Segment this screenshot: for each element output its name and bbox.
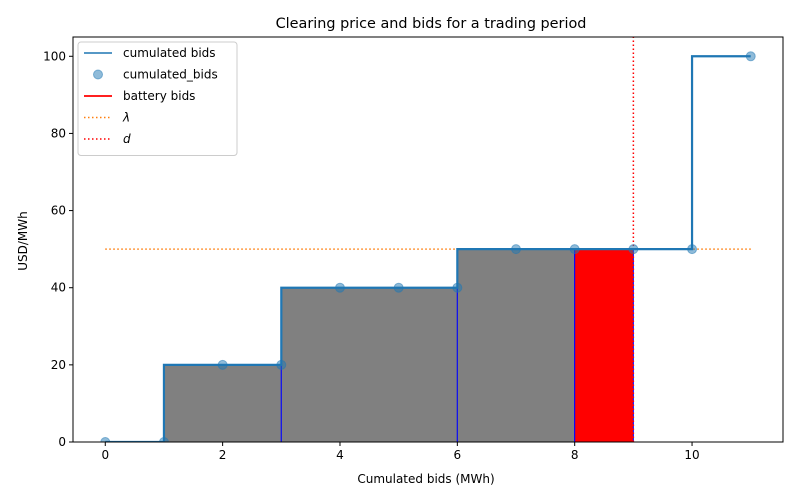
bid-marker-5 <box>393 282 404 293</box>
y-tick-label-3: 60 <box>51 204 66 218</box>
plot-frame <box>72 36 784 443</box>
x-tick-label-4: 8 <box>571 448 579 462</box>
plot-area <box>100 37 756 442</box>
bid-marker-8 <box>569 244 580 255</box>
y-tick-label-4: 80 <box>51 126 66 140</box>
y-tick-label-5: 100 <box>43 49 66 63</box>
legend-entry-2-label: battery bids <box>123 89 195 103</box>
bid-marker-1 <box>158 437 169 442</box>
bid-marker-7 <box>511 244 522 255</box>
x-tick-label-5: 10 <box>684 448 699 462</box>
chart-title: Clearing price and bids for a trading pe… <box>276 16 587 32</box>
legend-box <box>77 41 238 156</box>
bid-marker-3 <box>276 359 287 370</box>
bid-marker-10 <box>687 244 698 255</box>
legend-entry-1-swatch <box>93 69 103 80</box>
bid-marker-9 <box>628 244 639 255</box>
x-tick-label-2: 4 <box>336 448 344 462</box>
battery-bid-bar <box>574 248 634 442</box>
plot-clipped-group <box>100 37 756 442</box>
legend-entry-3-label: λ <box>122 111 130 125</box>
y-axis-label: USD/MWh <box>16 211 30 271</box>
accepted-bid-bar-2 <box>456 248 576 442</box>
bid-marker-0 <box>100 437 111 442</box>
accepted-bid-bar-0 <box>163 364 282 442</box>
x-tick-label-0: 0 <box>101 448 109 462</box>
cumulated-bids-line <box>105 55 751 442</box>
x-axis-label: Cumulated bids (MWh) <box>357 472 494 486</box>
y-tick-label-2: 40 <box>51 281 66 295</box>
y-tick-label-1: 20 <box>51 358 66 372</box>
accepted-bid-bar-1 <box>280 287 458 442</box>
legend-entry-1-label: cumulated_bids <box>123 68 218 82</box>
bid-marker-6 <box>452 282 463 293</box>
x-tick-label-1: 2 <box>219 448 227 462</box>
x-tick-label-3: 6 <box>454 448 462 462</box>
bid-marker-4 <box>334 282 345 293</box>
legend-entry-0-label: cumulated bids <box>123 46 216 60</box>
bid-marker-11 <box>745 51 756 62</box>
bid-marker-2 <box>217 359 228 370</box>
y-tick-label-0: 0 <box>58 435 66 449</box>
legend-entry-4-label: d <box>123 132 131 146</box>
